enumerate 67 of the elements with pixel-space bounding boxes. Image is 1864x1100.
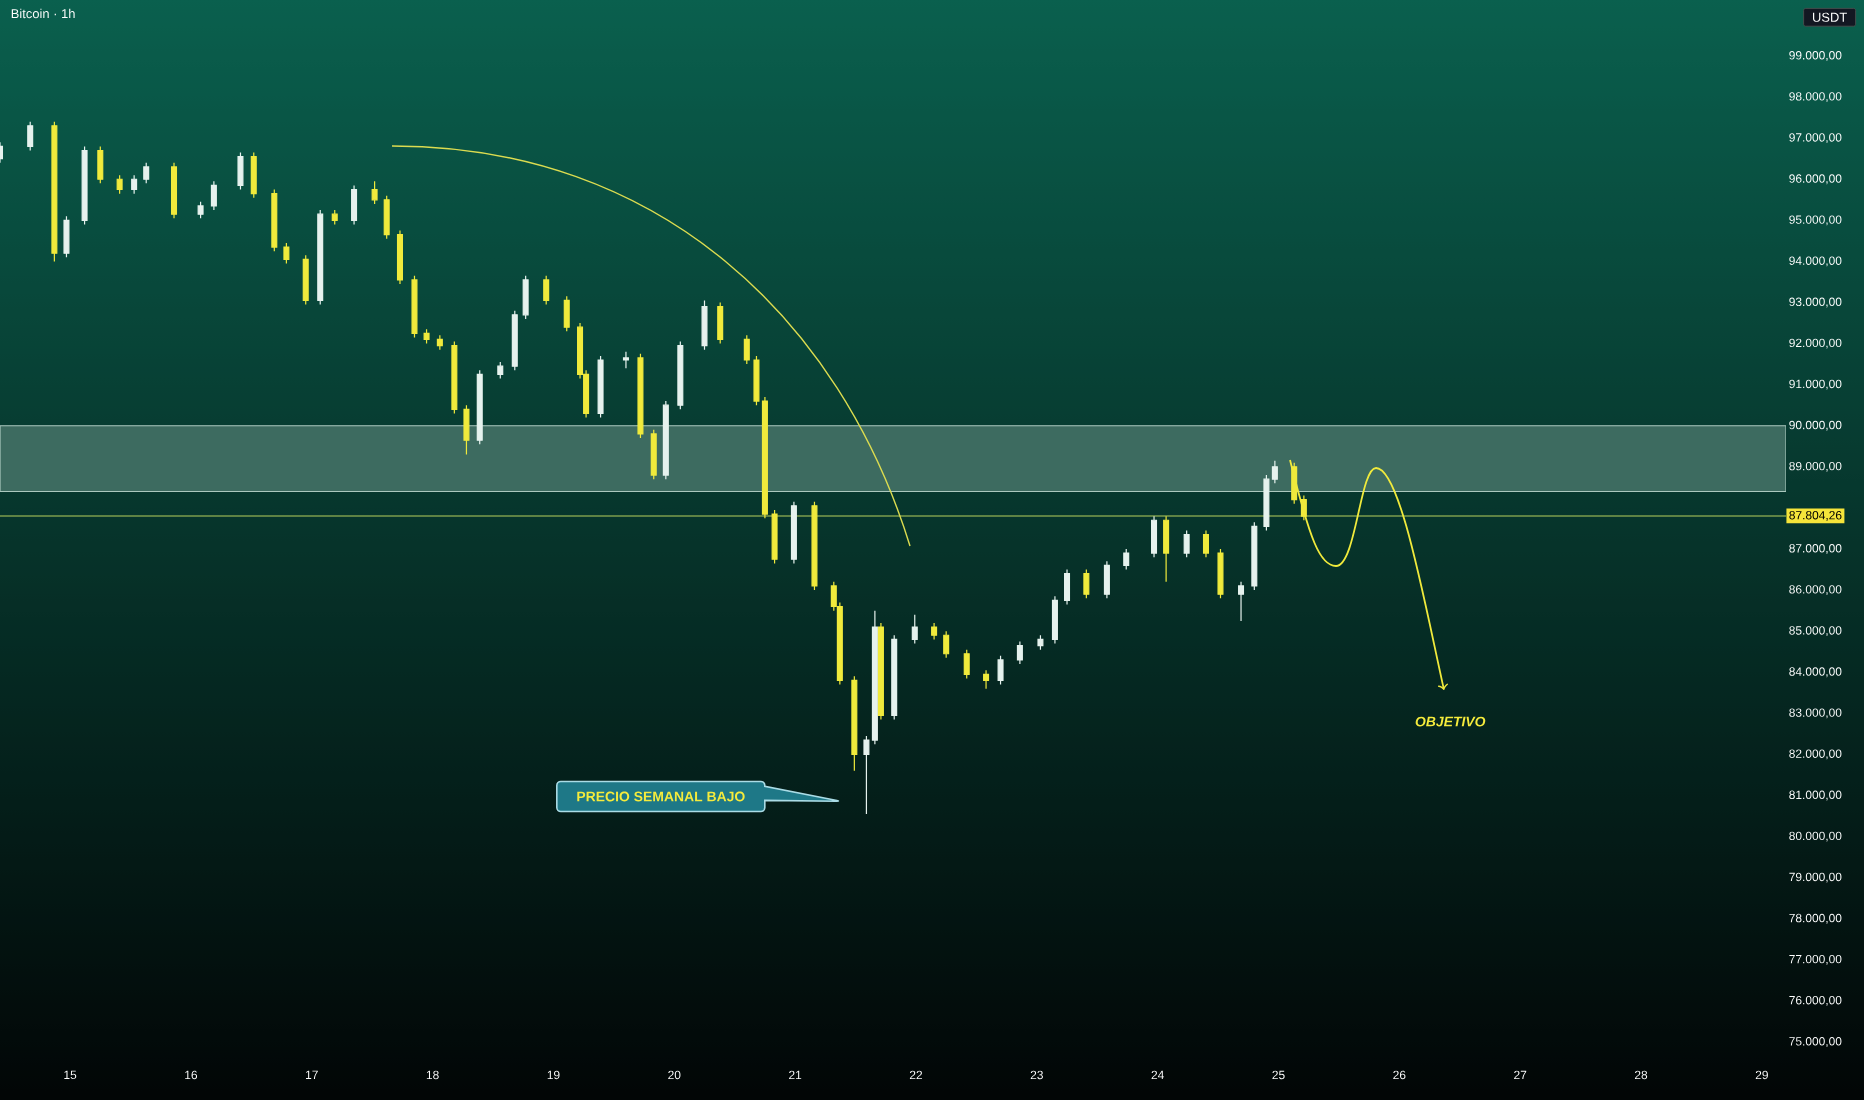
candlestick: [97, 145, 104, 184]
candlestick: [411, 275, 418, 339]
candlestick: [451, 340, 458, 415]
candlestick: [983, 669, 990, 690]
candlestick: [302, 254, 309, 306]
candlestick: [637, 353, 644, 439]
candlestick: [250, 151, 257, 199]
candlestick: [1163, 515, 1170, 583]
candlestick: [677, 340, 684, 410]
candlestick: [997, 655, 1004, 686]
candlestick: [1217, 548, 1224, 599]
candlestick: [563, 295, 570, 332]
candlestick: [543, 275, 550, 306]
candlestick: [210, 180, 217, 211]
candlestick: [371, 180, 378, 205]
candlestick: [283, 242, 290, 265]
candlestick: [1202, 529, 1210, 558]
candlestick: [1037, 634, 1044, 651]
candlestick: [63, 215, 70, 258]
candlestick: [622, 351, 629, 369]
candlestick: [717, 301, 724, 345]
candlestick: [237, 151, 244, 191]
candlestick: [1183, 529, 1190, 558]
candlestick: [811, 501, 818, 591]
candlestick: [771, 509, 778, 564]
candlestick: [1103, 560, 1110, 599]
candlestick: [911, 614, 918, 645]
candlestick: [943, 630, 950, 659]
candlestick: [1051, 595, 1058, 645]
candlestick: [143, 162, 150, 184]
candlestick: [331, 209, 338, 226]
candlestick: [1123, 548, 1130, 571]
candlestick: [597, 355, 604, 419]
candlestick: [1016, 640, 1023, 665]
candlestick: [383, 195, 390, 240]
candlestick: [463, 404, 470, 456]
candlestick: [170, 162, 178, 219]
candlestick: [701, 299, 708, 351]
candlestick: [650, 429, 657, 480]
candlestick: [963, 649, 970, 680]
candlestick: [396, 230, 403, 285]
candlestick: [317, 209, 324, 306]
candlestick: [1238, 581, 1245, 622]
candlestick: [497, 361, 504, 380]
candlestick: [27, 121, 34, 152]
candlestick: [790, 501, 797, 564]
candlestick: [1064, 568, 1071, 606]
candlestick: [877, 622, 884, 721]
candlestick: [423, 328, 430, 345]
candlestick: [351, 184, 358, 226]
candlestick: [522, 275, 529, 320]
candlestick: [511, 310, 518, 371]
candlestick: [436, 334, 443, 351]
candlestick: [271, 188, 278, 252]
candlestick: [476, 369, 483, 445]
candlestick: [891, 634, 898, 721]
candlestick: [116, 174, 123, 195]
candlestick: [131, 174, 138, 195]
candlestick: [51, 121, 58, 263]
candlestick: [197, 201, 204, 219]
candlestick: [1151, 515, 1158, 558]
candlestick: [931, 622, 938, 640]
candlestick: [81, 145, 88, 226]
candlestick: [662, 400, 669, 480]
candlestick: [1083, 568, 1090, 599]
candlestick: [851, 675, 858, 772]
candlestick: [1251, 521, 1258, 591]
